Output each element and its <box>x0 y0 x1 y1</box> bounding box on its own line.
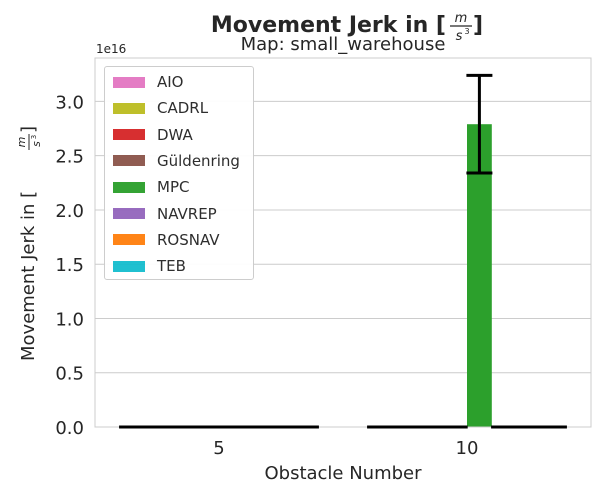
y-tick-label: 1.0 <box>55 309 84 330</box>
y-tick-label: 1.5 <box>55 255 84 276</box>
legend-swatch <box>113 155 145 167</box>
legend-item-teb: TEB <box>113 255 186 277</box>
y-label-close: ] <box>18 126 39 133</box>
bar-mpc-10 <box>467 124 492 427</box>
title-main: Movement Jerk in [ <box>211 13 446 38</box>
legend-item-aio: AIO <box>113 71 184 93</box>
legend-swatch <box>113 76 145 88</box>
legend-item-cadrl: CADRL <box>113 97 208 119</box>
x-tick-label: 10 <box>456 438 479 459</box>
title-frac-den: s <box>456 29 463 44</box>
error-bars <box>119 73 567 429</box>
y-label-frac-exp: 3 <box>30 135 38 139</box>
legend-item-rosnav: ROSNAV <box>113 229 220 251</box>
y-tick-labels: 0.0 0.5 1.0 1.5 2.0 2.5 3.0 <box>55 92 84 439</box>
x-axis-label: Obstacle Number <box>264 463 422 484</box>
chart-title: Movement Jerk in [ m s 3 ] <box>211 11 483 44</box>
chart-subtitle: Map: small_warehouse <box>241 34 446 55</box>
legend: AIO CADRL DWA Güldenring MPC NAVREP ROSNAV TEB <box>104 66 254 280</box>
y-label-main: Movement Jerk in [ <box>18 191 39 361</box>
y-label-frac-num: m <box>15 137 28 148</box>
legend-item-mpc: MPC <box>113 176 189 198</box>
y-axis-label: Movement Jerk in [ m s 3 ] <box>15 126 43 361</box>
bars <box>467 124 492 427</box>
legend-label: Güldenring <box>157 151 240 170</box>
x-tick-labels: 5 10 <box>213 438 478 459</box>
title-close: ] <box>473 13 483 38</box>
legend-item-navrep: NAVREP <box>113 203 217 225</box>
legend-label: NAVREP <box>157 204 217 223</box>
y-tick-label: 0.5 <box>55 364 84 385</box>
legend-swatch <box>113 234 145 246</box>
title-frac-num: m <box>455 11 468 26</box>
legend-swatch <box>113 260 145 272</box>
y-tick-label: 3.0 <box>55 92 84 113</box>
y-tick-label: 2.5 <box>55 147 84 168</box>
legend-label: MPC <box>157 178 190 197</box>
legend-item-dwa: DWA <box>113 124 193 146</box>
legend-label: DWA <box>157 125 193 144</box>
legend-swatch <box>113 129 145 141</box>
legend-item-güldenring: Güldenring <box>113 150 240 172</box>
legend-label: CADRL <box>157 99 209 118</box>
legend-label: AIO <box>157 73 184 91</box>
offset-text: 1e16 <box>96 42 126 56</box>
legend-swatch <box>113 181 145 193</box>
y-tick-label: 0.0 <box>55 418 84 439</box>
title-frac-exp: 3 <box>464 27 469 36</box>
plot-frame <box>94 57 592 428</box>
legend-swatch <box>113 208 145 219</box>
error-bar-mpc-10 <box>466 73 493 175</box>
legend-label: TEB <box>157 257 186 276</box>
legend-label: ROSNAV <box>157 230 220 249</box>
y-label-frac-den: s <box>30 141 43 147</box>
x-tick-label: 5 <box>213 438 224 459</box>
legend-swatch <box>113 102 145 114</box>
y-tick-label: 2.0 <box>55 201 84 222</box>
